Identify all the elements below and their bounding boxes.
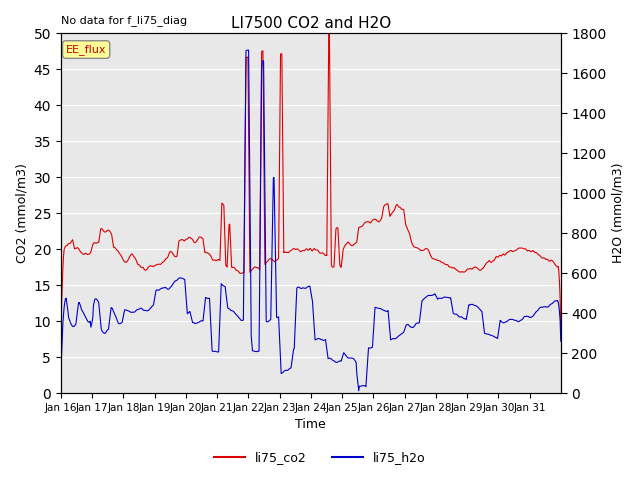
Legend: li75_co2, li75_h2o: li75_co2, li75_h2o [209,446,431,469]
Y-axis label: CO2 (mmol/m3): CO2 (mmol/m3) [15,163,28,263]
Text: EE_flux: EE_flux [66,44,106,55]
Title: LI7500 CO2 and H2O: LI7500 CO2 and H2O [230,16,391,31]
Text: No data for f_li75_diag: No data for f_li75_diag [61,15,187,26]
Y-axis label: H2O (mmol/m3): H2O (mmol/m3) [612,163,625,264]
X-axis label: Time: Time [296,419,326,432]
